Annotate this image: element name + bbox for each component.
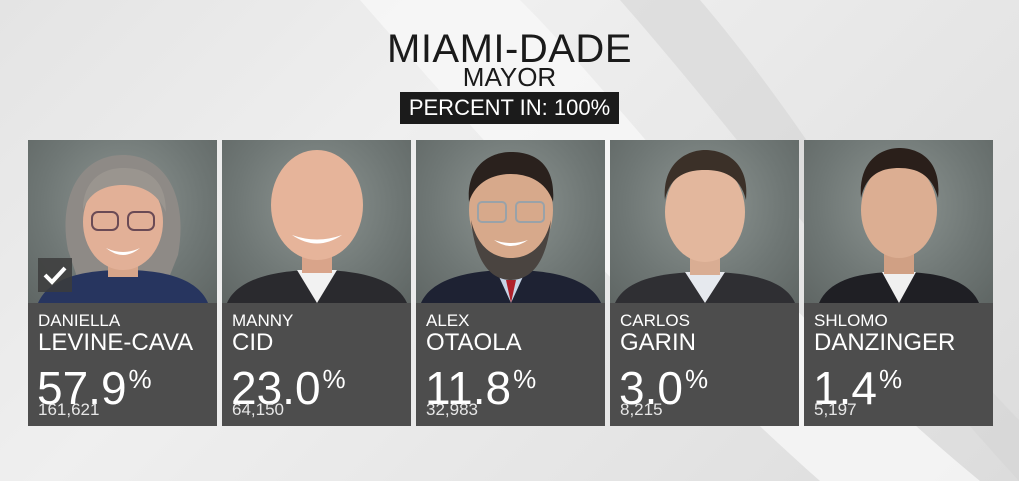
graphic-title: MIAMI-DADE: [387, 27, 632, 71]
candidate-photo: [416, 140, 605, 303]
candidate-percent: 3.0%: [619, 354, 708, 413]
candidate-info: SHLOMO DANZINGER 1.4% 5,197: [804, 303, 993, 426]
candidate-first-name: ALEX: [426, 311, 470, 330]
percent-sign: %: [513, 364, 537, 394]
percent-value: 3.0: [619, 362, 683, 414]
graphic-subtitle: MAYOR: [462, 62, 557, 92]
candidate-card: ALEX OTAOLA 11.8% 32,983: [416, 140, 605, 426]
percent-value: 23.0: [231, 362, 321, 414]
candidate-info: MANNY CID 23.0% 64,150: [222, 303, 411, 426]
candidate-photo: [804, 140, 993, 303]
candidate-percent: 11.8%: [425, 354, 536, 413]
candidate-votes: 5,197: [814, 400, 857, 419]
winner-checkmark-icon: [38, 258, 72, 292]
candidate-info: ALEX OTAOLA 11.8% 32,983: [416, 303, 605, 426]
candidate-percent: 57.9%: [37, 354, 152, 413]
candidate-last-name: GARIN: [620, 329, 697, 356]
candidate-last-name: LEVINE-CAVA: [38, 329, 194, 356]
percent-sign: %: [128, 364, 152, 394]
candidate-first-name: SHLOMO: [814, 311, 888, 330]
candidate-votes: 32,983: [426, 400, 478, 419]
candidate-card: CARLOS GARIN 3.0% 8,215: [610, 140, 799, 426]
candidate-info: DANIELLA LEVINE-CAVA 57.9% 161,621: [28, 303, 217, 426]
candidate-last-name: CID: [232, 329, 274, 356]
candidate-photo: [610, 140, 799, 303]
candidate-percent: 1.4%: [813, 354, 902, 413]
percent-sign: %: [684, 364, 709, 394]
percent-value: 1.4: [813, 362, 877, 414]
candidate-last-name: DANZINGER: [814, 329, 956, 356]
candidate-first-name: DANIELLA: [38, 311, 121, 330]
percent-sign: %: [322, 364, 346, 394]
percent-value: 11.8: [425, 362, 512, 414]
candidate-card: DANIELLA LEVINE-CAVA 57.9% 161,621: [28, 140, 217, 426]
candidate-info: CARLOS GARIN 3.0% 8,215: [610, 303, 799, 426]
candidate-percent: 23.0%: [231, 354, 346, 413]
candidate-first-name: CARLOS: [620, 311, 690, 330]
candidate-card: MANNY CID 23.0% 64,150: [222, 140, 411, 426]
percent-in-badge: PERCENT IN: 100%: [400, 92, 619, 124]
percent-value: 57.9: [37, 362, 127, 414]
candidate-photo: [222, 140, 411, 303]
candidate-card: SHLOMO DANZINGER 1.4% 5,197: [804, 140, 993, 426]
candidate-first-name: MANNY: [232, 311, 294, 330]
percent-sign: %: [878, 364, 903, 394]
candidate-votes: 161,621: [38, 400, 100, 419]
candidate-votes: 64,150: [232, 400, 284, 419]
candidate-votes: 8,215: [620, 400, 663, 419]
candidate-last-name: OTAOLA: [426, 329, 522, 356]
